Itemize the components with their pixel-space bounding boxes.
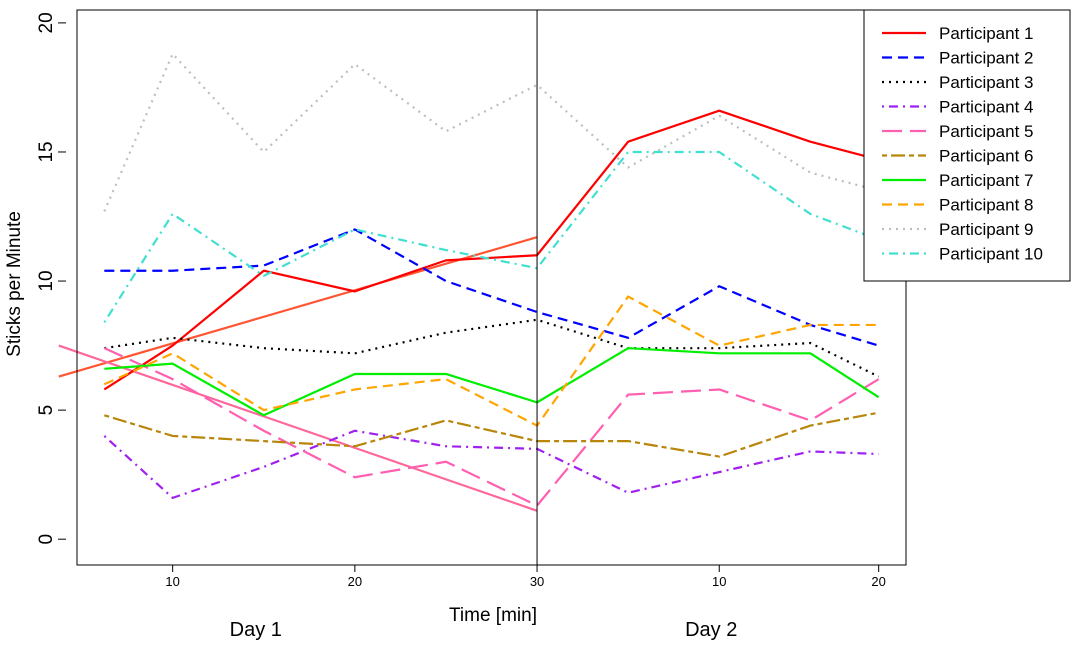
series-line-participant-8 — [103, 295, 879, 427]
legend-label: Participant 7 — [939, 171, 1034, 190]
y-axis-title: Sticks per Minute — [4, 211, 25, 357]
y-tick-label: 15 — [36, 141, 57, 162]
series-line-participant-6 — [104, 411, 879, 458]
x-axis-title: Time [min] — [449, 605, 537, 626]
legend-label: Participant 9 — [939, 220, 1034, 239]
legend-label: Participant 2 — [939, 49, 1034, 68]
series-line-participant-4 — [103, 429, 879, 499]
x-tick-label: 20 — [348, 574, 362, 589]
legend-label: Participant 4 — [939, 98, 1034, 117]
legend-label: Participant 10 — [939, 245, 1043, 264]
axis-layer: 0 5 10 15 20 10 20 30 10 20 Day 1 Day 2 — [36, 12, 886, 641]
y-tick-label: 5 — [36, 405, 57, 416]
legend-box — [863, 9, 1071, 282]
plot-frame-layer — [76, 9, 907, 566]
x-tick-label: 30 — [530, 574, 544, 589]
y-tick-label: 10 — [36, 270, 57, 291]
series-line-participant-2 — [104, 228, 879, 347]
y-tick-label: 20 — [36, 12, 57, 33]
day-label: Day 1 — [230, 619, 282, 641]
x-tick-label: 10 — [712, 574, 726, 589]
legend-label: Participant 5 — [939, 122, 1034, 141]
day-label: Day 2 — [685, 619, 737, 641]
plot-frame — [76, 9, 907, 566]
trend-line — [58, 236, 538, 378]
series-line-participant-9 — [103, 52, 879, 212]
series-line-participant-5 — [103, 347, 880, 507]
legend-label: Participant 8 — [939, 196, 1034, 215]
series-line-participant-1 — [103, 109, 879, 391]
series-line-participant-10 — [103, 150, 880, 323]
legend-label: Participant 6 — [939, 147, 1034, 166]
legend: Participant 1 Participant 2 Participant 3 P… — [863, 9, 1071, 282]
legend-label: Participant 3 — [939, 73, 1034, 92]
series-layer — [103, 52, 880, 507]
trend-line — [58, 344, 538, 512]
y-tick-label: 0 — [36, 534, 57, 545]
x-tick-label: 10 — [165, 574, 179, 589]
series-line-participant-7 — [104, 347, 880, 417]
legend-label: Participant 1 — [939, 24, 1034, 43]
x-tick-label: 20 — [871, 574, 885, 589]
